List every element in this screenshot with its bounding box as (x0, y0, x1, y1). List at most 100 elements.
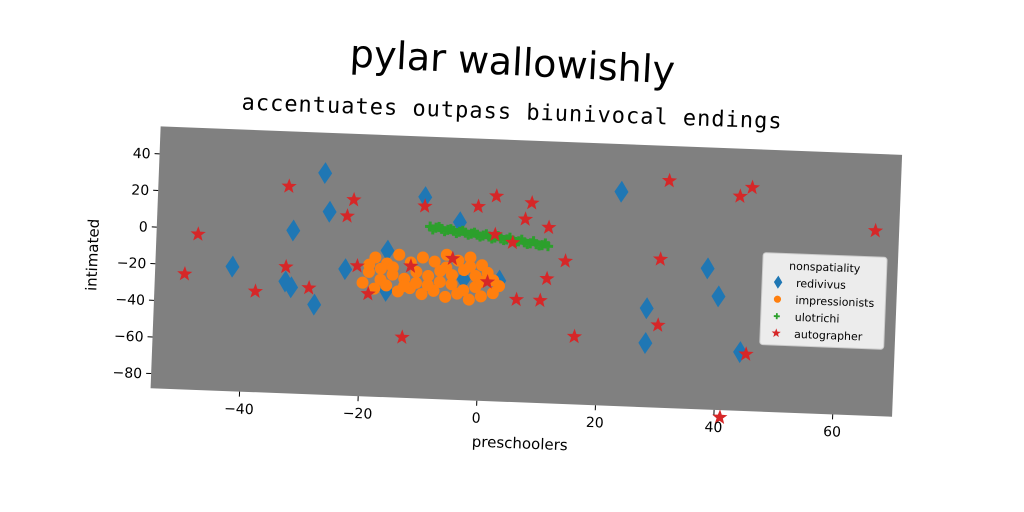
impressionists-point (374, 262, 387, 275)
x-tick-label: −20 (342, 406, 372, 423)
autographer-point (301, 279, 317, 295)
y-tick-label: −60 (114, 328, 144, 345)
y-tick-label: −20 (116, 255, 146, 272)
autographer-point (539, 270, 555, 286)
autographer-point (403, 258, 419, 273)
impressionists-point (440, 261, 453, 274)
autographer-point (190, 226, 206, 241)
impressionists-point (416, 251, 429, 264)
impressionists-point (421, 279, 434, 292)
ulotrichi-point (457, 225, 468, 236)
redivivus-point (418, 186, 433, 209)
redivivus-point (307, 293, 322, 316)
autographer-point (732, 188, 748, 203)
legend-title: nonspatiality (789, 260, 861, 276)
autographer-point (738, 346, 754, 361)
autographer-point (508, 291, 525, 307)
redivivus-point (711, 285, 726, 308)
chart-axes: −40 −20 0 20 40 60 40 20 0 −20 −40 −60 −80 (112, 146, 841, 441)
redivivus-point (284, 276, 299, 299)
redivivus-point (700, 257, 715, 280)
ulotrichi-point (516, 234, 527, 245)
legend-label-impressionists: impressionists (795, 294, 875, 310)
impressionists-point (428, 255, 441, 268)
ulotrichi-point (433, 221, 444, 232)
legend-redivivus-swatch (773, 275, 783, 289)
autographer-point (394, 329, 410, 345)
autographer-point (541, 219, 557, 235)
autographer-point (566, 328, 583, 344)
ulotrichi-point (463, 229, 474, 240)
impressionists-point (415, 288, 428, 301)
redivivus-point (278, 270, 293, 293)
x-axis-label: preschoolers (471, 433, 568, 455)
y-axis-label: intimated (82, 218, 103, 291)
autographer-point (524, 195, 540, 210)
y-tick-label: 20 (131, 182, 149, 199)
impressionists-point (464, 251, 477, 264)
autographer-point (346, 191, 362, 207)
autographer-point (470, 198, 487, 214)
plot-background (150, 126, 903, 417)
impressionists-point (422, 270, 435, 283)
impressionists-point (356, 276, 369, 289)
y-tick-label: −80 (112, 365, 142, 382)
ulotrichi-point (481, 229, 492, 240)
ulotrichi-point (522, 238, 533, 249)
impressionists-point (363, 258, 376, 271)
ulotrichi-point (475, 231, 486, 242)
impressionists-point (397, 280, 410, 293)
autographer-point (517, 211, 534, 226)
autographer-point (652, 251, 669, 266)
legend-impressionists-swatch (773, 295, 782, 303)
autographer-point (532, 292, 548, 308)
autographer-point (247, 283, 263, 299)
impressionists-point (386, 261, 399, 274)
redivivus-point (452, 211, 467, 234)
y-tick-label: 0 (139, 219, 149, 235)
impressionists-point (457, 284, 470, 297)
impressionists-point (464, 260, 477, 273)
autographer-point (479, 273, 496, 289)
impressionists-point (433, 275, 446, 288)
x-tick-label: −40 (224, 401, 254, 418)
redivivus-point (638, 332, 653, 355)
chart-marks (177, 162, 884, 425)
autographer-point (744, 179, 761, 195)
autographer-point (339, 208, 355, 223)
redivivus-point (318, 162, 333, 185)
x-tick-label: 40 (704, 420, 722, 437)
redivivus-point (286, 219, 301, 242)
autographer-point (445, 250, 461, 266)
impressionists-point (380, 279, 393, 292)
autographer-point (281, 178, 297, 193)
impressionists-point (462, 293, 475, 306)
autographer-point (557, 253, 574, 268)
autographer-point (278, 258, 294, 274)
legend-label-redivivus: redivivus (796, 277, 847, 292)
autographer-point (505, 234, 521, 250)
autographer-point (867, 222, 884, 238)
redivivus-point (322, 200, 337, 223)
impressionists-point (439, 290, 452, 303)
legend-autographer-swatch (771, 328, 781, 338)
ulotrichi-point (439, 226, 450, 237)
redivivus-point (639, 297, 654, 320)
y-tick-label: −40 (115, 292, 145, 309)
autographer-point (417, 198, 433, 213)
redivivus-point (225, 255, 240, 278)
autographer-point (349, 257, 365, 273)
ulotrichi-point (469, 227, 480, 238)
impressionists-point (445, 278, 458, 291)
autographer-point (360, 285, 376, 301)
autographer-point (650, 317, 666, 332)
x-tick-label: 0 (471, 411, 481, 427)
legend-label-ulotrichi: ulotrichi (795, 311, 840, 326)
ulotrichi-point (534, 240, 545, 251)
ulotrichi-point (540, 238, 551, 249)
ulotrichi-point (451, 228, 462, 239)
autographer-point (661, 172, 678, 188)
autographer-point (487, 226, 503, 242)
